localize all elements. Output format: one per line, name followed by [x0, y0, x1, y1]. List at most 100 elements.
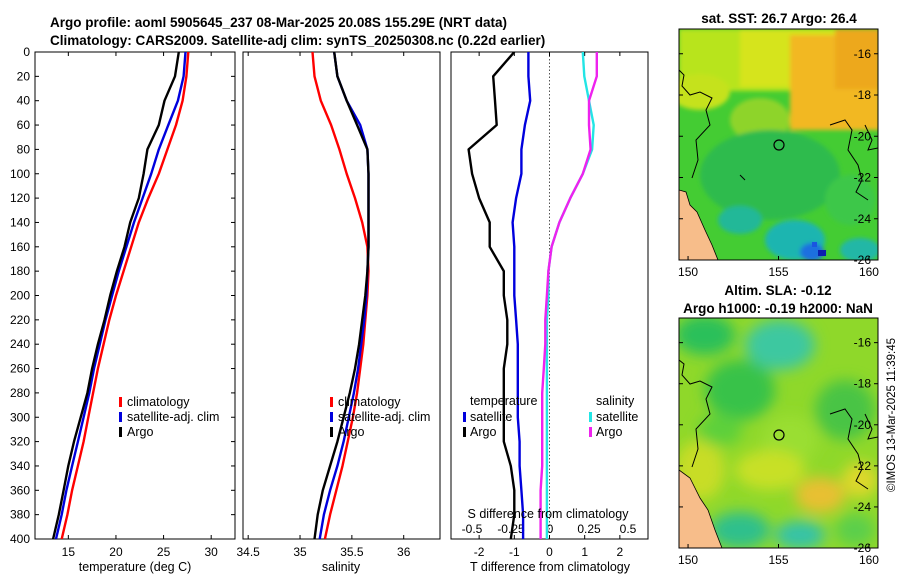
salinity-axes-box [242, 51, 441, 540]
salinity-legend: climatology satellite-adj. clim Argo [330, 395, 430, 439]
legend-label-t-satellite: satellite [470, 410, 512, 424]
legend-swatch-t-argo [463, 427, 466, 437]
contour-line [864, 413, 878, 440]
legend-swatch-s-argo [589, 427, 592, 437]
x-tick-label: 0 [546, 545, 553, 559]
temperature-xlabel: temperature (deg C) [79, 560, 192, 574]
depth-tick-label: 260 [10, 362, 30, 376]
legend-swatch-argo [330, 427, 333, 437]
salinity-lines [311, 52, 370, 539]
series-line-salinity-satellite [545, 52, 595, 539]
sst-map-axes: 150 155 160 -16 -18 -20 -22 -24 -26 [678, 47, 879, 279]
depth-tick-label: 380 [10, 508, 30, 522]
sla-map-axes: 150 155 160 -16 -18 -20 -22 -24 -26 [678, 336, 879, 567]
x-tick-label: -2 [474, 545, 485, 559]
map-y-tick-label: -18 [854, 377, 872, 391]
legend-label-argo: Argo [127, 425, 153, 439]
s-diff-tick-label: -0.5 [462, 522, 483, 536]
depth-tick-label: 60 [17, 118, 31, 132]
argo-position-marker [773, 429, 785, 441]
depth-tick-label: 300 [10, 410, 30, 424]
difference-panel: -2 -1 0 1 2 -0.5 -0.25 0 0.25 0.5 S difference f… [450, 51, 649, 574]
depth-tick-label: 40 [17, 94, 31, 108]
series-line-temperature-satellite [511, 52, 532, 539]
t-difference-xlabel: T difference from climatology [470, 560, 631, 574]
s-diff-tick-label: 0 [547, 522, 554, 536]
salinity-xlabel: salinity [322, 560, 361, 574]
sst-map-field [679, 29, 878, 260]
series-line-argo [51, 52, 180, 539]
x-tick-label: 25 [157, 545, 171, 559]
map-x-tick-label: 150 [678, 265, 698, 279]
x-tick-label: 34.5 [237, 545, 261, 559]
depth-tick-label: 280 [10, 386, 30, 400]
depth-tick-label: 320 [10, 435, 30, 449]
legend-label-satellite: satellite-adj. clim [127, 410, 219, 424]
contour-line [679, 69, 713, 179]
x-tick-label: -1 [509, 545, 520, 559]
map-y-tick-label: -24 [854, 212, 872, 226]
map-x-tick-label: 155 [768, 553, 788, 567]
land-mass [679, 469, 723, 548]
contour-line [739, 174, 746, 181]
depth-tick-label: 160 [10, 240, 30, 254]
difference-lines [467, 52, 598, 539]
map-y-tick-label: -22 [854, 459, 872, 473]
map-x-tick-label: 150 [678, 553, 698, 567]
legend-swatch-climatology [119, 397, 122, 407]
legend-label-s-argo: Argo [596, 425, 622, 439]
map-y-tick-label: -26 [854, 541, 872, 555]
sla-map-panel: Altim. SLA: -0.12 Argo h1000: -0.19 h200… [678, 283, 879, 567]
difference-legend-temperature: temperature satellite Argo [463, 394, 537, 439]
legend-swatch-climatology [330, 397, 333, 407]
temperature-x-axis: 15 20 25 30 [62, 52, 219, 559]
difference-legend-salinity: salinity satellite Argo [589, 394, 638, 439]
difference-x-axis: -2 -1 0 1 2 [474, 52, 624, 559]
map-y-tick-label: -20 [854, 129, 872, 143]
contour-line [864, 124, 878, 151]
x-tick-label: 1 [581, 545, 588, 559]
land-mass [679, 189, 719, 260]
map-x-tick-label: 155 [768, 265, 788, 279]
legend-swatch-t-satellite [463, 412, 466, 422]
series-line-salinity-argo [539, 52, 598, 539]
x-tick-label: 36 [397, 545, 411, 559]
series-line-temperature-argo [467, 52, 516, 539]
map-y-tick-label: -26 [854, 253, 872, 267]
depth-tick-label: 400 [10, 532, 30, 546]
series-line-climatology [60, 52, 190, 539]
header-line-2: Climatology: CARS2009. Satellite-adj cli… [50, 33, 545, 48]
sla-map-title: Altim. SLA: -0.12 [724, 283, 831, 298]
x-tick-label: 30 [205, 545, 219, 559]
map-y-tick-label: -20 [854, 418, 872, 432]
map-x-tick-label: 160 [859, 553, 879, 567]
series-line-satellite-adj-clim [54, 52, 187, 539]
legend-title-temperature: temperature [470, 394, 537, 408]
imos-timestamp: ©IMOS 13-Mar-2025 11:39:45 [886, 338, 898, 492]
s-difference-label: S difference from climatology [468, 507, 630, 521]
legend-title-salinity: salinity [596, 394, 635, 408]
x-tick-label: 35 [293, 545, 307, 559]
legend-label-climatology: climatology [338, 395, 401, 409]
temperature-lines [51, 52, 190, 539]
legend-label-s-satellite: satellite [596, 410, 638, 424]
sst-map-panel: sat. SST: 26.7 Argo: 26.4 [678, 11, 879, 279]
map-y-tick-label: -22 [854, 171, 872, 185]
temperature-panel: 0204060801001201401601802002202402602803… [10, 45, 648, 574]
x-tick-label: 15 [62, 545, 76, 559]
sla-map-field [679, 318, 878, 548]
salinity-panel: 34.5 35 35.5 36 salinity climatology satell… [237, 51, 441, 574]
legend-swatch-argo [119, 427, 122, 437]
legend-swatch-s-satellite [589, 412, 592, 422]
depth-tick-label: 120 [10, 191, 30, 205]
depth-tick-label: 200 [10, 289, 30, 303]
depth-tick-label: 140 [10, 215, 30, 229]
series-line-argo [313, 52, 370, 539]
depth-tick-label: 340 [10, 459, 30, 473]
header-line-1: Argo profile: aoml 5905645_237 08-Mar-20… [50, 15, 507, 30]
salinity-x-axis: 34.5 35 35.5 36 [237, 52, 411, 559]
depth-tick-label: 180 [10, 264, 30, 278]
map-y-tick-label: -18 [854, 88, 872, 102]
depth-tick-label: 100 [10, 167, 30, 181]
